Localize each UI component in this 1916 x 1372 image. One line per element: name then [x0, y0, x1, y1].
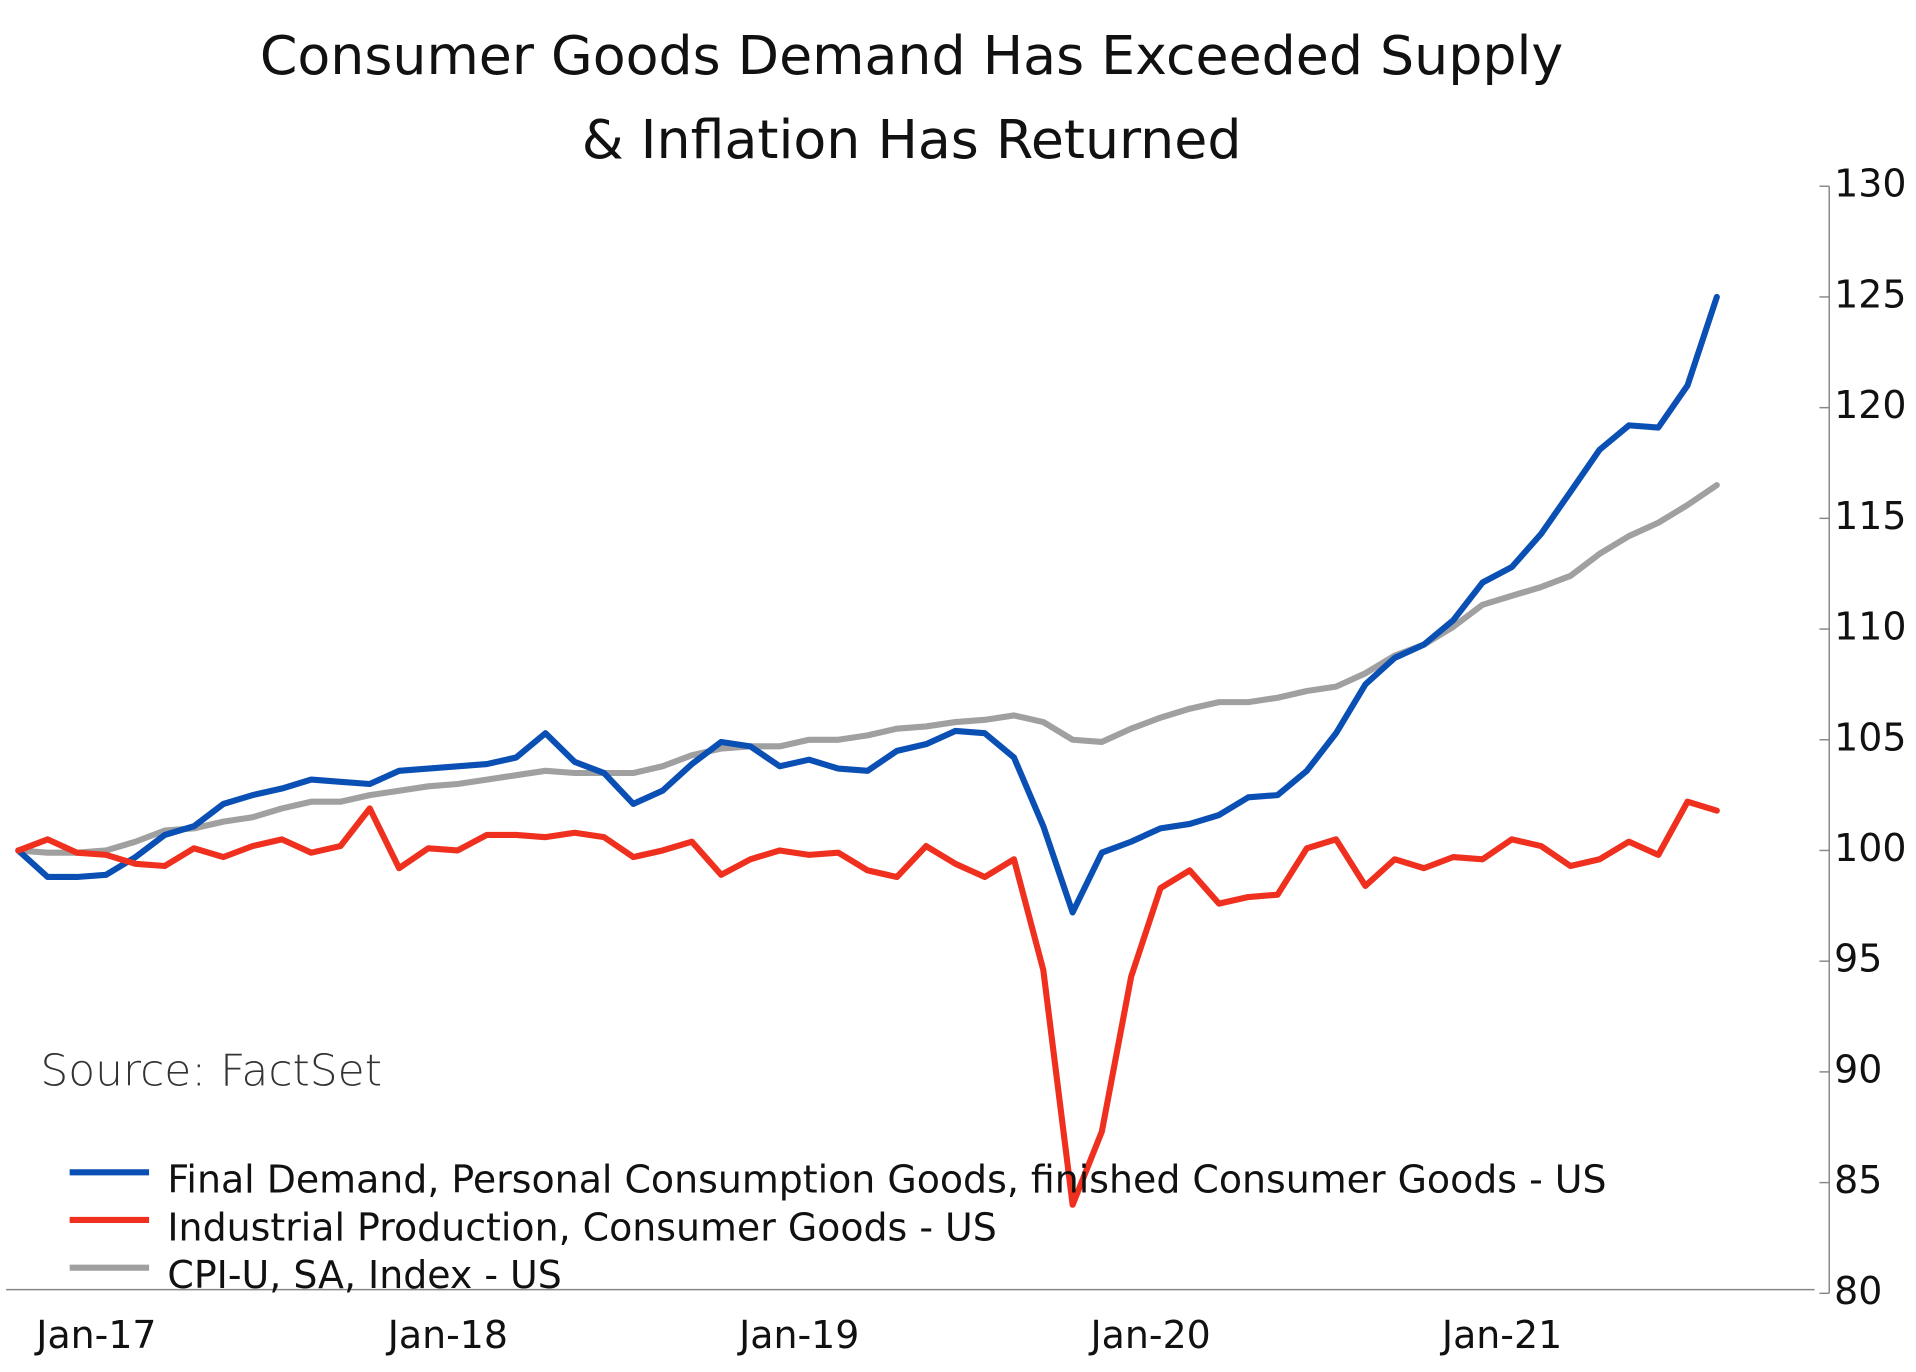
data-line — [15, 798, 1720, 1208]
x-tick-label: Jan-21 — [1440, 1313, 1562, 1357]
y-tick-label: 85 — [1834, 1158, 1882, 1202]
y-tick-label: 105 — [1834, 715, 1906, 759]
data-line — [15, 482, 1720, 856]
chart-title: Consumer Goods Demand Has Exceeded Suppl… — [260, 24, 1563, 87]
x-tick-label: Jan-18 — [386, 1313, 508, 1357]
x-tick-label: Jan-20 — [1089, 1313, 1211, 1357]
y-tick-label: 90 — [1834, 1047, 1882, 1091]
x-tick-label: Jan-19 — [737, 1313, 859, 1357]
legend-label: Final Demand, Personal Consumption Goods… — [167, 1158, 1606, 1202]
x-tick-label: Jan-17 — [34, 1313, 156, 1357]
legend-label: Industrial Production, Consumer Goods - … — [167, 1205, 996, 1249]
legend-label: CPI-U, SA, Index - US — [167, 1253, 561, 1297]
chart-title: & Inflation Has Returned — [582, 108, 1242, 171]
data-line — [15, 293, 1720, 916]
y-tick-label: 120 — [1834, 383, 1906, 427]
source-note: Source: FactSet — [40, 1045, 382, 1096]
y-tick-label: 125 — [1834, 272, 1906, 316]
y-tick-label: 115 — [1834, 494, 1906, 538]
y-tick-label: 110 — [1834, 605, 1906, 649]
y-tick-label: 80 — [1834, 1269, 1882, 1313]
y-tick-label: 130 — [1834, 162, 1906, 206]
y-tick-label: 95 — [1834, 937, 1882, 981]
y-tick-label: 100 — [1834, 826, 1906, 870]
